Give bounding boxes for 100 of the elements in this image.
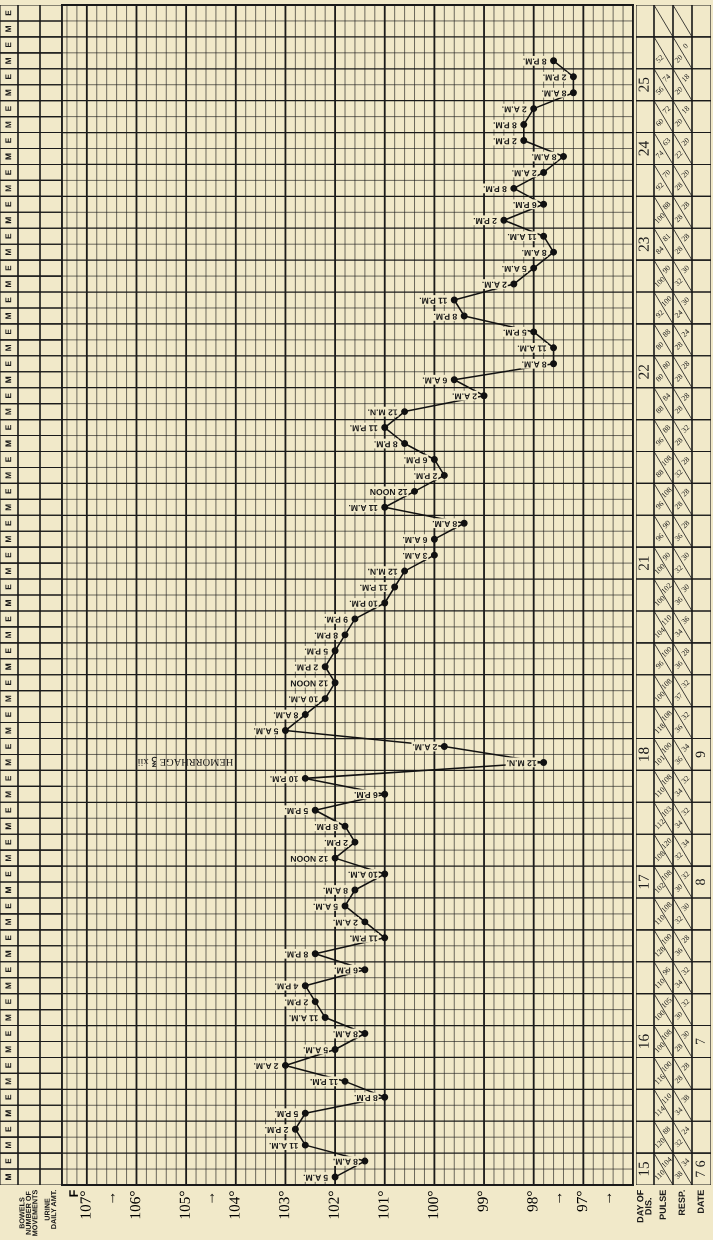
category-label: E bbox=[5, 680, 12, 685]
category-label: E bbox=[5, 425, 12, 430]
text: 18 bbox=[638, 747, 649, 761]
category-label: 5 P.M. bbox=[304, 648, 328, 655]
category-label: E bbox=[5, 1031, 12, 1036]
x-tick-label: 105° bbox=[179, 1191, 190, 1219]
category-label: M bbox=[5, 1046, 12, 1053]
category-label: M bbox=[5, 185, 12, 192]
category-label: M bbox=[5, 504, 12, 511]
category-label: 2 A.M. bbox=[482, 281, 507, 288]
category-label: 9 P.M. bbox=[324, 616, 348, 623]
category-label: 8 A.M. bbox=[522, 249, 547, 256]
category-label: E bbox=[5, 744, 12, 749]
category-label: 11 A.M. bbox=[517, 345, 547, 352]
category-label: PULSE bbox=[659, 1190, 666, 1220]
category-label: M bbox=[5, 695, 12, 702]
category-label: M bbox=[5, 89, 12, 96]
category-label: M bbox=[5, 376, 12, 383]
category-label: M bbox=[5, 600, 12, 606]
x-tick-label: → bbox=[210, 1193, 214, 1203]
category-label: E bbox=[5, 712, 12, 717]
x-tick-label: 102° bbox=[328, 1191, 339, 1219]
category-label: E bbox=[5, 1094, 12, 1100]
category-label: E bbox=[5, 807, 12, 813]
category-label: E bbox=[5, 42, 12, 48]
category-label: M bbox=[5, 344, 12, 351]
text: 15 bbox=[638, 1162, 649, 1176]
category-label: M bbox=[5, 791, 12, 798]
category-label: 2 A.M. bbox=[502, 106, 527, 113]
text: 21 bbox=[638, 556, 649, 571]
category-label: 8 P.M. bbox=[354, 1094, 378, 1102]
category-label: E bbox=[5, 552, 12, 558]
category-label: E bbox=[5, 457, 12, 462]
category-label: 8 P.M. bbox=[493, 122, 517, 129]
category-label: 11 A.M. bbox=[269, 1142, 298, 1149]
category-label: M bbox=[5, 26, 12, 32]
category-label: 2 A.M. bbox=[412, 744, 438, 751]
x-tick-label: 104° bbox=[229, 1191, 240, 1219]
category-label: M bbox=[5, 759, 12, 766]
category-label: E bbox=[5, 903, 12, 909]
category-label: M bbox=[5, 1142, 12, 1149]
x-tick-label: 98° bbox=[527, 1191, 538, 1212]
category-label: 11 P.M. bbox=[350, 935, 378, 942]
category-label: 8 A.M. bbox=[323, 887, 348, 894]
category-label: 12 M.N. bbox=[368, 409, 398, 416]
text: 7 bbox=[695, 1038, 705, 1045]
text: 16 bbox=[638, 1034, 649, 1048]
category-label: 5 P.M. bbox=[503, 329, 527, 336]
category-label: M bbox=[5, 217, 12, 224]
category-label: 12 NOON bbox=[290, 855, 328, 862]
category-label: 11 A.M. bbox=[289, 1015, 318, 1022]
category-label: 2 P.M. bbox=[324, 839, 348, 846]
category-label: M bbox=[5, 440, 12, 447]
annotation: HEMORRHAGE ℥ xii bbox=[137, 756, 233, 767]
category-label: 12 M.N. bbox=[507, 760, 537, 767]
category-label: 2 P.M. bbox=[295, 664, 318, 671]
category-label: 6 P.M. bbox=[334, 967, 358, 974]
category-label: E bbox=[5, 1158, 12, 1164]
category-label: E bbox=[5, 1062, 12, 1068]
x-tick-label: 100° bbox=[427, 1191, 439, 1219]
text: F bbox=[69, 1190, 78, 1197]
category-label: 11 A.M. bbox=[349, 505, 378, 511]
category-label: E bbox=[5, 74, 12, 79]
category-label: 8 P.M. bbox=[374, 441, 398, 448]
category-label: 11 P.M. bbox=[419, 297, 447, 304]
category-label: 10 A.M. bbox=[288, 696, 318, 703]
category-label: M bbox=[5, 1014, 12, 1021]
category-label: 2 A.M. bbox=[333, 919, 358, 926]
category-label: 8 A.M. bbox=[532, 154, 557, 161]
category-label: E bbox=[5, 201, 12, 207]
category-label: M bbox=[5, 727, 12, 734]
category-label: E bbox=[5, 361, 12, 367]
category-label: 12 NOON bbox=[370, 489, 408, 496]
category-label: 8 P.M. bbox=[314, 823, 338, 830]
x-tick-label: → bbox=[111, 1193, 115, 1203]
category-label: 2 A.M. bbox=[452, 393, 477, 400]
category-label: E bbox=[5, 999, 12, 1004]
category-label: 5 P.M. bbox=[285, 807, 309, 814]
category-label: E bbox=[5, 935, 12, 941]
category-label: 2 P.M. bbox=[473, 218, 497, 225]
category-label: M bbox=[5, 855, 12, 862]
category-label: 11 P.M. bbox=[360, 584, 388, 591]
category-label: M bbox=[5, 57, 12, 64]
category-label: M bbox=[5, 887, 12, 893]
category-label: 8 P.M. bbox=[434, 313, 457, 320]
category-label: DAY OF DIS. bbox=[636, 1190, 652, 1223]
category-label: M bbox=[5, 1174, 12, 1180]
category-label: 6 P.M. bbox=[354, 792, 378, 799]
x-tick-label: 107° bbox=[80, 1191, 91, 1219]
category-label: 2 A.M. bbox=[254, 1063, 279, 1070]
category-label: 5 P.M. bbox=[275, 1110, 299, 1117]
category-label: E bbox=[5, 233, 12, 239]
category-label: 2 P.M. bbox=[414, 473, 438, 480]
category-label: 2 P.M. bbox=[543, 74, 567, 81]
x-tick-label: 106° bbox=[129, 1191, 141, 1219]
category-label: RESP. bbox=[678, 1190, 685, 1216]
category-label: E bbox=[5, 138, 12, 143]
category-label: M bbox=[5, 281, 12, 287]
category-label: 5 A.M. bbox=[254, 728, 279, 735]
category-label: 5 A.M. bbox=[502, 265, 527, 272]
